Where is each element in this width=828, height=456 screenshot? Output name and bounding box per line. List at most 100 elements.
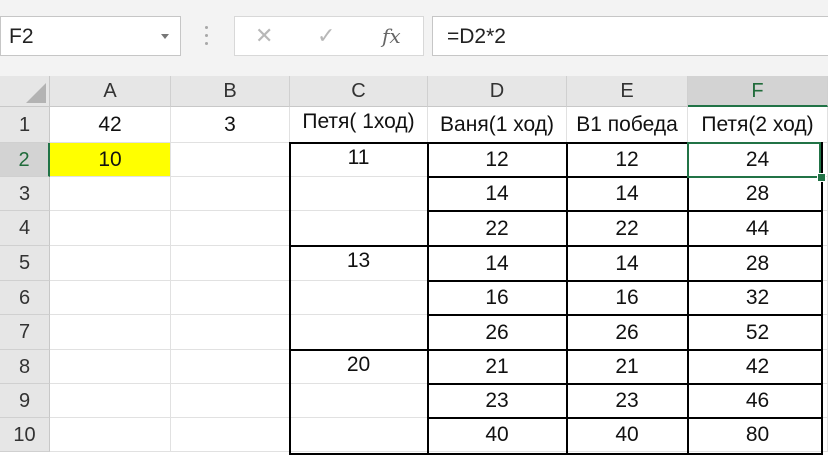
table-border-v0 [289, 142, 291, 455]
row-header-3[interactable]: 3 [0, 177, 50, 211]
formula-value: =D2*2 [447, 25, 506, 48]
cell-f8[interactable]: 42 [688, 350, 828, 384]
cell-b4[interactable] [171, 211, 290, 246]
cell-f10[interactable]: 80 [688, 418, 828, 452]
cell-a5[interactable] [50, 246, 171, 281]
cell-c1[interactable]: Петя( 1ход) [290, 107, 428, 143]
cell-d4[interactable]: 22 [428, 211, 567, 246]
cell-b10[interactable] [171, 418, 290, 452]
cell-d7[interactable]: 26 [428, 315, 567, 350]
drag-handle-icon[interactable] [204, 24, 210, 48]
row-border-6 [427, 314, 823, 316]
cell-c6[interactable] [290, 281, 428, 315]
cell-d5[interactable]: 14 [428, 246, 567, 281]
cell-a9[interactable] [50, 384, 171, 418]
column-header-a[interactable]: A [50, 76, 171, 107]
cell-b5[interactable] [171, 246, 290, 281]
row-border-9 [427, 417, 823, 419]
cell-b3[interactable] [171, 177, 290, 211]
row-header-2[interactable]: 2 [0, 143, 50, 177]
cell-b1[interactable]: 3 [171, 107, 290, 143]
column-header-f[interactable]: F [688, 76, 828, 107]
cell-e4[interactable]: 22 [567, 211, 688, 246]
cell-c5[interactable]: 13 [290, 246, 428, 281]
cell-f1[interactable]: Петя(2 ход) [688, 107, 828, 143]
cell-e8[interactable]: 21 [567, 350, 688, 384]
cell-e6[interactable]: 16 [567, 281, 688, 315]
cell-f3[interactable]: 28 [688, 177, 828, 211]
cell-c10[interactable] [290, 418, 428, 452]
row-header-8[interactable]: 8 [0, 350, 50, 384]
cell-a3[interactable] [50, 177, 171, 211]
formula-bar-area: F2 ✕ ✓ fx =D2*2 [0, 0, 828, 76]
cell-f5[interactable]: 28 [688, 246, 828, 281]
table-border-right [821, 142, 823, 455]
cell-a2[interactable]: 10 [50, 143, 171, 177]
chevron-down-icon[interactable] [161, 34, 169, 39]
cell-e1[interactable]: В1 победа [567, 107, 688, 143]
cell-c4[interactable] [290, 211, 428, 246]
group-border-7 [289, 349, 823, 351]
cell-d9[interactable]: 23 [428, 384, 567, 418]
row-header-4[interactable]: 4 [0, 211, 50, 246]
cell-c8[interactable]: 20 [290, 350, 428, 384]
name-box[interactable]: F2 [0, 16, 181, 56]
cell-a6[interactable] [50, 281, 171, 315]
cell-e2[interactable]: 12 [567, 143, 688, 177]
cell-b7[interactable] [171, 315, 290, 350]
column-header-e[interactable]: E [567, 76, 688, 107]
column-header-d[interactable]: D [428, 76, 567, 107]
cell-a4[interactable] [50, 211, 171, 246]
cell-d6[interactable]: 16 [428, 281, 567, 315]
cell-b8[interactable] [171, 350, 290, 384]
active-cell-selection[interactable] [687, 142, 821, 178]
cell-d1[interactable]: Ваня(1 ход) [428, 107, 567, 143]
cell-f6[interactable]: 32 [688, 281, 828, 315]
cell-a1[interactable]: 42 [50, 107, 171, 143]
cell-c9[interactable] [290, 384, 428, 418]
cell-f4[interactable]: 44 [688, 211, 828, 246]
table-border-bottom [289, 453, 823, 455]
table-border-top [289, 142, 823, 144]
row-header-5[interactable]: 5 [0, 246, 50, 281]
cell-e5[interactable]: 14 [567, 246, 688, 281]
cell-d2[interactable]: 12 [428, 143, 567, 177]
cell-d3[interactable]: 14 [428, 177, 567, 211]
cell-c7[interactable] [290, 315, 428, 350]
cell-c2[interactable]: 11 [290, 143, 428, 177]
row-header-10[interactable]: 10 [0, 418, 50, 452]
fill-handle[interactable] [817, 173, 826, 182]
cell-a8[interactable] [50, 350, 171, 384]
insert-function-icon[interactable]: fx [382, 24, 401, 48]
cell-a7[interactable] [50, 315, 171, 350]
table-border-v2 [566, 142, 568, 455]
formula-input[interactable]: =D2*2 [432, 16, 828, 56]
cell-b6[interactable] [171, 281, 290, 315]
cell-d10[interactable]: 40 [428, 418, 567, 452]
enter-icon[interactable]: ✓ [317, 23, 336, 48]
cell-e3[interactable]: 14 [567, 177, 688, 211]
select-all-button[interactable] [0, 76, 50, 107]
row-header-6[interactable]: 6 [0, 281, 50, 315]
formula-buttons: ✕ ✓ fx [234, 16, 424, 56]
cancel-icon[interactable]: ✕ [255, 23, 274, 48]
row-border-3 [427, 210, 823, 212]
cell-e9[interactable]: 23 [567, 384, 688, 418]
row-header-7[interactable]: 7 [0, 315, 50, 350]
cell-b2[interactable] [171, 143, 290, 177]
column-header-b[interactable]: B [171, 76, 290, 107]
cell-f7[interactable]: 52 [688, 315, 828, 350]
cell-d8[interactable]: 21 [428, 350, 567, 384]
column-header-c[interactable]: C [290, 76, 428, 107]
cell-c3[interactable] [290, 177, 428, 211]
row-border-8 [427, 383, 823, 385]
cell-f9[interactable]: 46 [688, 384, 828, 418]
row-header-9[interactable]: 9 [0, 384, 50, 418]
row-header-1[interactable]: 1 [0, 107, 50, 143]
row-border-2 [427, 176, 823, 178]
table-border-v1 [427, 142, 429, 455]
cell-e10[interactable]: 40 [567, 418, 688, 452]
cell-a10[interactable] [50, 418, 171, 452]
cell-e7[interactable]: 26 [567, 315, 688, 350]
cell-b9[interactable] [171, 384, 290, 418]
